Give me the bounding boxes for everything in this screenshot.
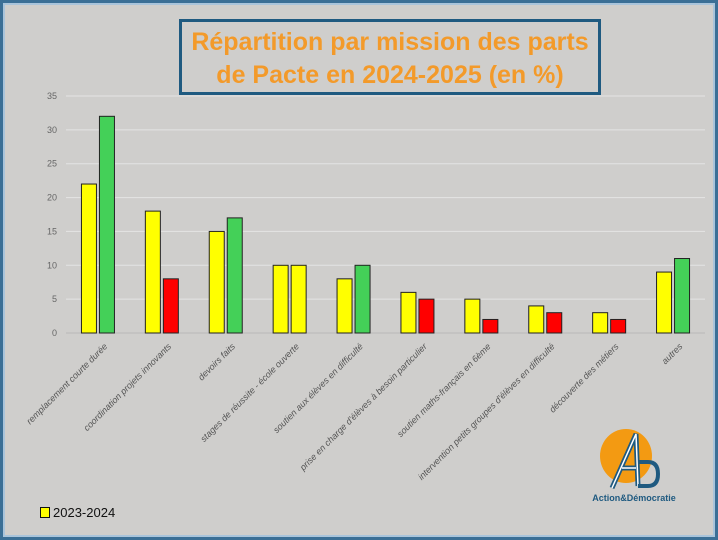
y-tick-label: 15 <box>47 226 57 236</box>
legend-label: 2023-2024 <box>53 505 116 520</box>
y-tick-label: 0 <box>52 328 57 338</box>
bar-2023-2024 <box>528 305 545 334</box>
title-line-1: Répartition par mission des parts <box>191 28 589 56</box>
bar-2024-2025 <box>674 258 691 334</box>
y-tick-label: 30 <box>47 125 57 135</box>
title-line-2: de Pacte en 2024-2025 (en %) <box>216 61 564 89</box>
bar-2023-2024 <box>656 271 673 334</box>
y-tick-label: 25 <box>47 159 57 169</box>
bar-2024-2025 <box>98 115 115 334</box>
bar-2024-2025 <box>610 318 627 334</box>
logo-text: Action&Démocratie <box>592 493 676 503</box>
y-tick-label: 35 <box>47 91 57 101</box>
y-tick-label: 5 <box>52 294 57 304</box>
x-tick-label: intervention petits groupes d'élèves en … <box>416 341 557 482</box>
bar-2023-2024 <box>592 312 609 334</box>
bar-2024-2025 <box>354 264 371 334</box>
action-democratie-logo <box>600 429 661 490</box>
chart-title: Répartition par mission des parts de Pac… <box>179 19 601 95</box>
y-tick-label: 10 <box>47 260 57 270</box>
x-tick-label: autres <box>660 341 685 366</box>
bar-2023-2024 <box>208 230 225 334</box>
legend: 2023-2024 <box>40 505 115 520</box>
bar-2023-2024 <box>272 264 289 334</box>
legend-swatch-2023-2024 <box>40 507 50 518</box>
bar-2024-2025 <box>418 298 435 334</box>
bar-2023-2024 <box>464 298 481 334</box>
bar-2024-2025 <box>226 217 243 334</box>
bar-2024-2025 <box>162 278 179 334</box>
x-tick-label: devoirs faits <box>196 341 237 382</box>
bar-2024-2025 <box>290 264 307 334</box>
bar-2023-2024 <box>80 183 97 334</box>
bar-2024-2025 <box>546 312 563 334</box>
bar-2024-2025 <box>482 318 499 334</box>
bar-2023-2024 <box>144 210 161 334</box>
y-tick-label: 20 <box>47 193 57 203</box>
bar-2023-2024 <box>400 291 417 334</box>
bar-2023-2024 <box>336 278 353 334</box>
x-tick-label: découverte des métiers <box>547 341 621 415</box>
x-tick-label: prise en charge d'élèves à besoin partic… <box>297 341 429 473</box>
